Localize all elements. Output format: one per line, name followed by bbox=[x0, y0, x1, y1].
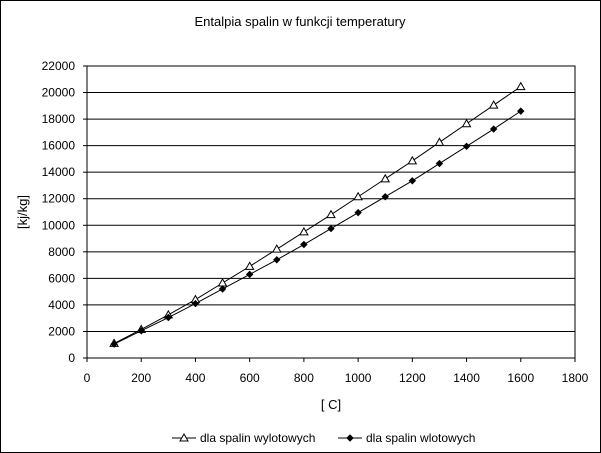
data-point-series-2 bbox=[435, 159, 444, 168]
y-tick-label: 6000 bbox=[48, 271, 75, 285]
legend-marker-1 bbox=[179, 432, 189, 442]
data-point-series-1 bbox=[380, 173, 391, 183]
y-tick-label: 18000 bbox=[42, 112, 76, 126]
data-point-series-2 bbox=[327, 224, 335, 233]
x-tick-label: 1400 bbox=[453, 371, 480, 385]
data-point-series-1 bbox=[353, 191, 363, 201]
x-tick-label: 1000 bbox=[345, 371, 372, 385]
y-axis-label: [kj/kg] bbox=[15, 195, 30, 229]
data-point-series-1 bbox=[217, 278, 228, 287]
data-point-series-1 bbox=[515, 81, 526, 91]
data-point-series-2 bbox=[137, 327, 145, 335]
x-tick-label: 400 bbox=[185, 371, 205, 385]
data-point-series-1 bbox=[244, 261, 255, 270]
data-point-series-1 bbox=[434, 137, 445, 146]
data-point-series-1 bbox=[461, 118, 472, 128]
y-axis: 0 2000 4000 6000 8000 10000 12000 14000 16000 180… bbox=[42, 59, 87, 365]
data-point-series-2 bbox=[191, 299, 200, 308]
y-tick-label: 10000 bbox=[42, 218, 76, 232]
data-point-series-1 bbox=[407, 155, 418, 165]
series-lines bbox=[113, 86, 522, 345]
data-point-series-2 bbox=[517, 107, 525, 115]
y-tick-label: 8000 bbox=[48, 245, 75, 259]
data-point-series-1 bbox=[488, 100, 499, 109]
x-tick-label: 1800 bbox=[562, 371, 589, 385]
series-markers bbox=[109, 81, 526, 348]
data-point-series-2 bbox=[218, 285, 227, 293]
data-point-series-2 bbox=[300, 240, 308, 249]
x-tick-label: 600 bbox=[240, 371, 260, 385]
y-tick-label: 14000 bbox=[42, 165, 76, 179]
data-point-series-2 bbox=[462, 142, 471, 151]
x-axis-label: [ C] bbox=[321, 397, 341, 412]
y-tick-label: 20000 bbox=[42, 86, 76, 100]
legend: dla spalin wylotowych dla spalin wlotowyc… bbox=[172, 431, 475, 445]
legend-label-1: dla spalin wylotowych bbox=[200, 431, 315, 445]
data-point-series-2 bbox=[110, 340, 118, 348]
x-tick-label: 1200 bbox=[399, 371, 426, 385]
data-point-series-1 bbox=[326, 209, 336, 219]
data-point-series-2 bbox=[164, 313, 173, 322]
x-tick-label: 0 bbox=[84, 371, 91, 385]
y-tick-label: 2000 bbox=[48, 324, 75, 338]
chart-title: Entalpia spalin w funkcji temperatury bbox=[195, 14, 406, 29]
x-tick-label: 200 bbox=[131, 371, 151, 385]
data-point-series-2 bbox=[354, 208, 362, 217]
legend-marker-2 bbox=[346, 434, 354, 442]
x-tick-label: 1600 bbox=[507, 371, 534, 385]
data-point-series-1 bbox=[271, 244, 282, 253]
x-tick-label: 800 bbox=[294, 371, 314, 385]
y-tick-label: 4000 bbox=[48, 298, 75, 312]
data-point-series-2 bbox=[489, 125, 498, 133]
data-point-series-2 bbox=[245, 270, 254, 279]
data-point-series-1 bbox=[299, 226, 309, 236]
y-tick-label: 12000 bbox=[42, 192, 76, 206]
data-point-series-2 bbox=[381, 193, 389, 201]
data-point-series-2 bbox=[273, 256, 281, 264]
y-tick-label: 16000 bbox=[42, 139, 76, 153]
y-tick-label: 0 bbox=[68, 351, 75, 365]
plot-area bbox=[86, 65, 576, 359]
series-line-1 bbox=[113, 86, 522, 344]
x-axis: 0 200 400 600 800 1000 1200 1400 1600 1800 bbox=[84, 358, 589, 385]
data-point-series-2 bbox=[408, 177, 417, 185]
y-tick-label: 22000 bbox=[42, 59, 76, 73]
series-line-2 bbox=[113, 110, 522, 345]
legend-label-2: dla spalin wlotowych bbox=[366, 431, 475, 445]
